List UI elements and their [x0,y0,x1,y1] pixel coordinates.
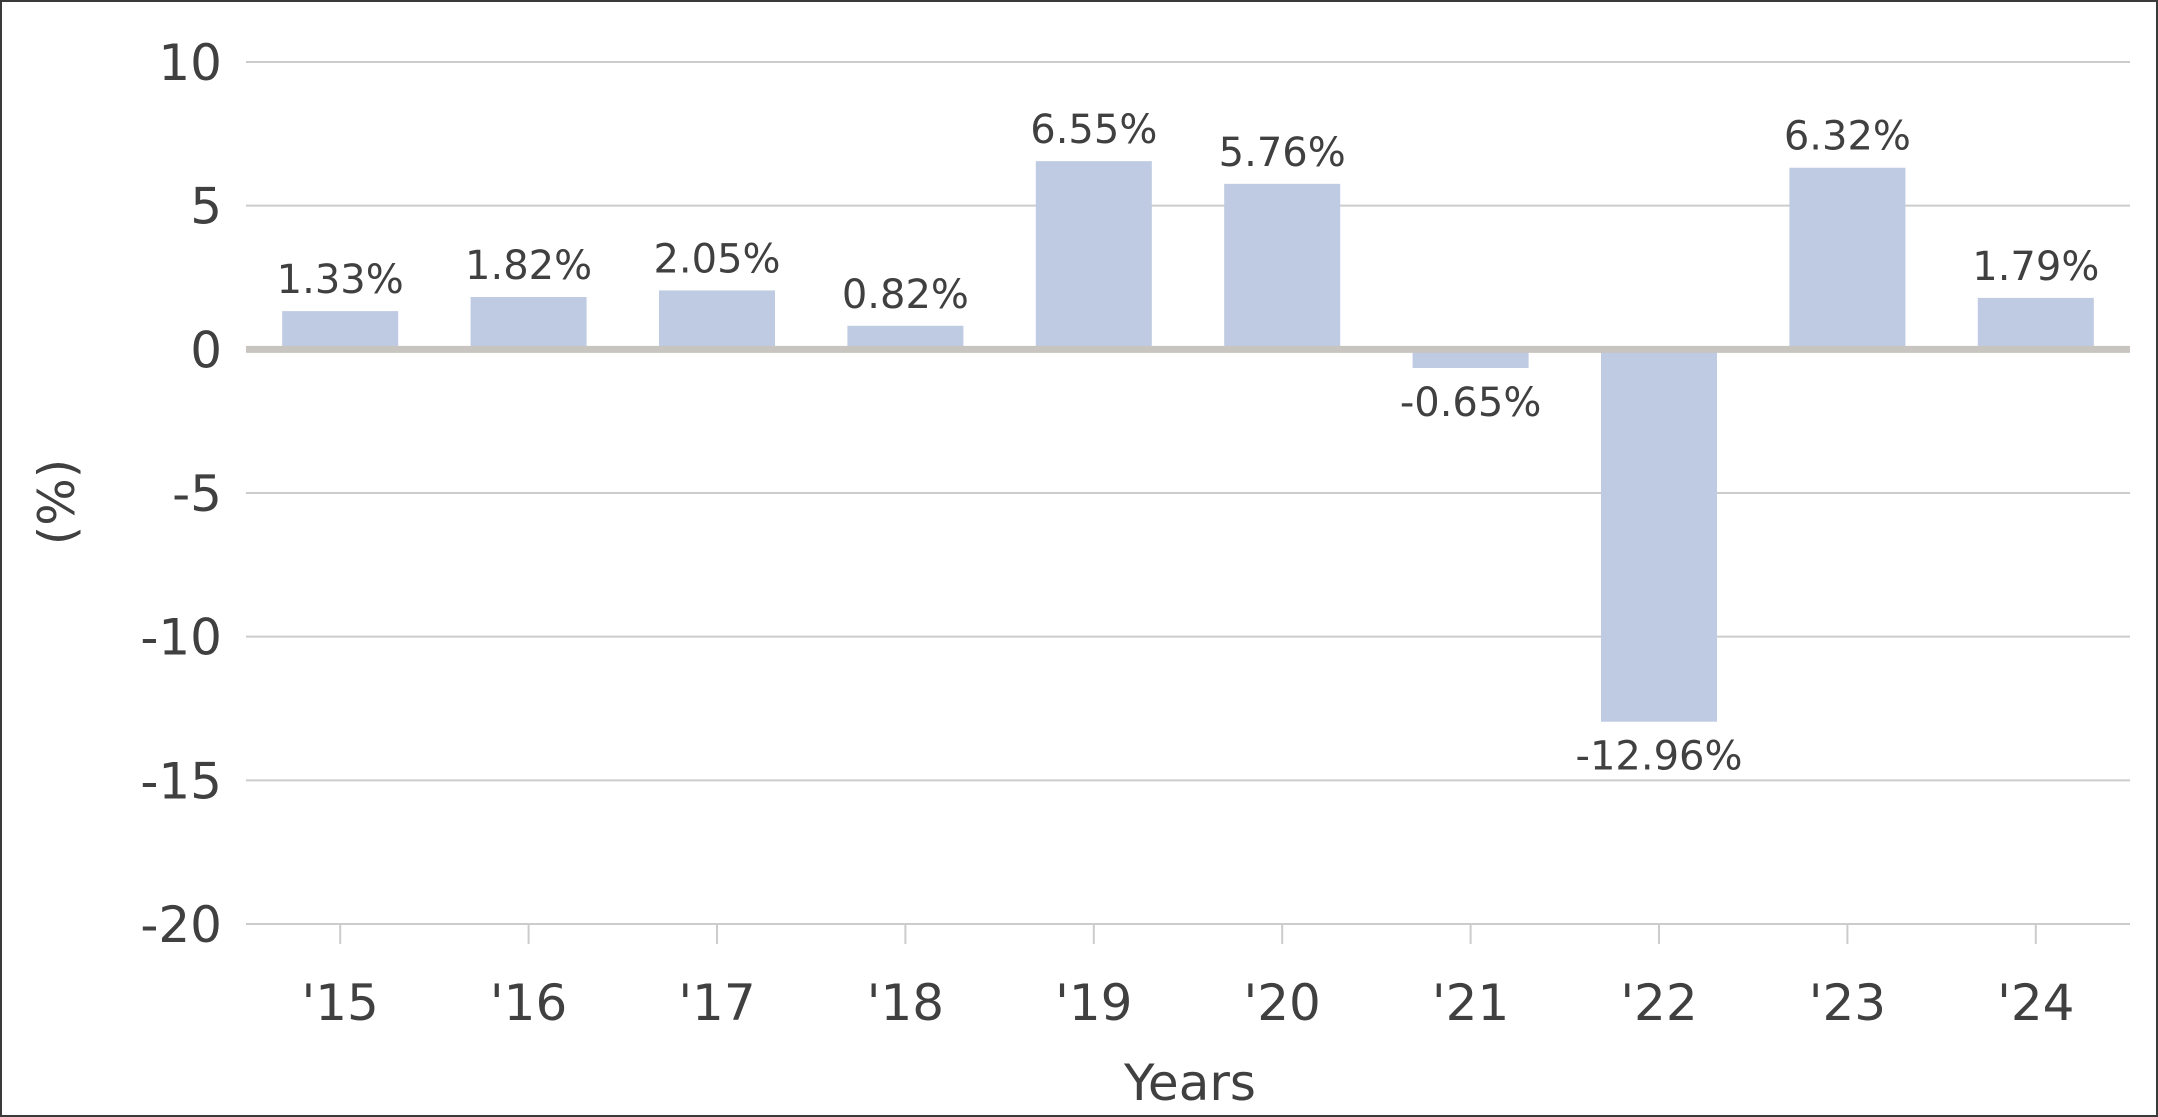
data-label: -0.65% [1400,380,1542,426]
bar [1035,161,1152,350]
x-tick-label: '15 [302,974,379,1032]
data-label: 6.32% [1784,114,1911,160]
data-label: 1.82% [465,243,592,289]
y-tick-label: 10 [158,34,222,92]
data-label: -12.96% [1576,734,1743,780]
y-tick-label: -20 [140,896,222,954]
bar [1789,167,1906,350]
bar [847,325,964,350]
y-tick-label: -5 [172,465,222,523]
data-label: 1.79% [1972,244,2099,290]
data-label: 0.82% [842,272,969,318]
x-axis-title: Years [1123,1054,1256,1112]
y-tick-label: 5 [190,178,222,236]
y-tick-label: 0 [190,321,222,379]
data-label: 1.33% [277,257,404,303]
y-axis-title: (%) [28,459,86,546]
x-tick-label: '16 [490,974,567,1032]
y-tick-label: -15 [140,752,222,810]
bar [282,311,399,350]
x-tick-label: '21 [1432,974,1509,1032]
x-tick-label: '19 [1055,974,1132,1032]
x-tick-label: '17 [678,974,755,1032]
x-tick-label: '24 [1997,974,2074,1032]
bars [282,161,2094,722]
x-tick-label: '22 [1620,974,1697,1032]
x-tick-label: '20 [1244,974,1321,1032]
x-tick-label: '23 [1809,974,1886,1032]
bar [1977,297,2094,350]
data-labels: 1.33% 1.82% 2.05% 0.82% 6.55% 5.76% -0.65% -12.… [277,107,2100,780]
data-label: 6.55% [1030,107,1157,153]
bar [1224,183,1341,350]
bar [659,290,775,350]
x-axis-ticks: '15 '16 '17 '18 '19 '20 '21 '22 '23 '24 [302,924,2074,1032]
data-label: 2.05% [653,236,780,282]
x-tick-label: '18 [867,974,944,1032]
bar [1601,349,1717,722]
y-axis-ticks: 10 5 0 -5 -10 -15 -20 [140,34,222,954]
data-label: 5.76% [1219,130,1346,176]
y-tick-label: -10 [140,609,222,667]
bar [470,297,587,350]
bar [1412,349,1529,369]
